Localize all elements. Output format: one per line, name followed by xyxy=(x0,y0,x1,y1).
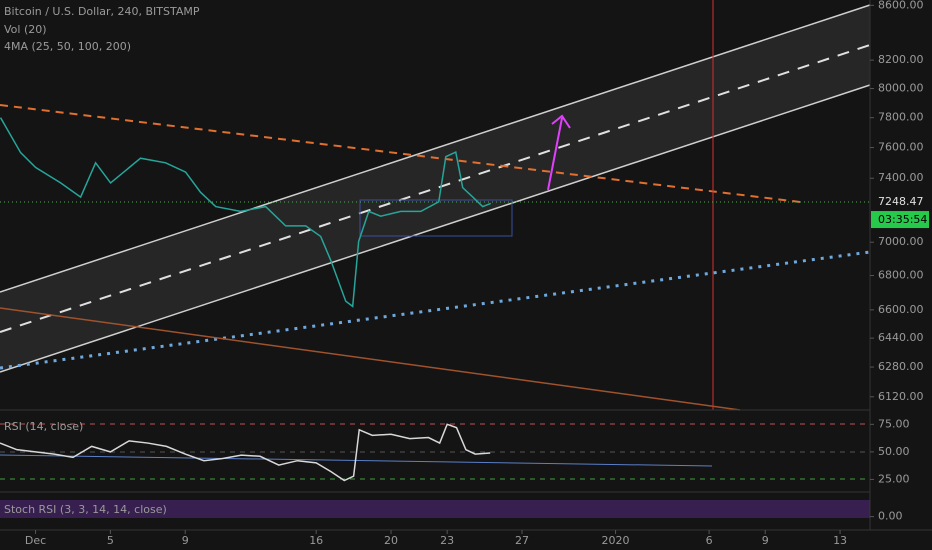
channel-bottom xyxy=(0,84,871,373)
x-tick-label: 6 xyxy=(706,534,713,547)
price-line xyxy=(0,117,492,308)
range-box xyxy=(359,199,513,237)
channel-top xyxy=(0,4,871,293)
y-tick-label: 6280.00 xyxy=(878,360,924,373)
x-tick-label: 16 xyxy=(309,534,323,547)
y-tick-label: 6120.00 xyxy=(878,390,924,403)
y-tick-label: 6440.00 xyxy=(878,331,924,344)
chart-title: Bitcoin / U.S. Dollar, 240, BITSTAMP xyxy=(4,5,200,18)
channel xyxy=(0,5,870,372)
y-tick-label: 8600.00 xyxy=(878,0,924,11)
y-tick-label: 7800.00 xyxy=(878,111,924,124)
x-tick-label: Dec xyxy=(25,534,46,547)
last-price-label: 7248.47 xyxy=(878,195,924,208)
y-tick-label: 50.00 xyxy=(878,445,910,458)
down-trend xyxy=(0,307,741,411)
y-tick-label: 6600.00 xyxy=(878,303,924,316)
countdown-tag xyxy=(871,211,929,229)
arrow xyxy=(547,114,571,191)
y-tick-label: 75.00 xyxy=(878,417,910,430)
stoch-title: Stoch RSI (3, 3, 14, 14, close) xyxy=(4,503,167,516)
y-tick-label: 25.00 xyxy=(878,472,910,485)
indicator-label: 4MA (25, 50, 100, 200) xyxy=(4,40,131,53)
y-tick-label: 7400.00 xyxy=(878,171,924,184)
y-tick-label: 7000.00 xyxy=(878,235,924,248)
stoch-band xyxy=(0,500,870,518)
x-tick-label: 2020 xyxy=(602,534,630,547)
y-tick-label: 6800.00 xyxy=(878,269,924,282)
rsi-title: RSI (14, close) xyxy=(4,420,83,433)
x-tick-label: 27 xyxy=(515,534,529,547)
support-line xyxy=(0,250,871,370)
y-tick-label: 8000.00 xyxy=(878,82,924,95)
indicator-label: Vol (20) xyxy=(4,23,47,36)
channel-mid xyxy=(0,44,871,333)
x-tick-label: 5 xyxy=(107,534,114,547)
x-tick-label: 20 xyxy=(384,534,398,547)
countdown: 03:35:54 xyxy=(878,213,927,226)
y-tick-label: 7600.00 xyxy=(878,141,924,154)
y-tick-label: 0.00 xyxy=(878,510,903,523)
x-tick-label: 9 xyxy=(182,534,189,547)
price-line xyxy=(0,423,491,482)
last-price-tag xyxy=(871,193,929,212)
y-tick-label: 8200.00 xyxy=(878,53,924,66)
x-tick-label: 23 xyxy=(440,534,454,547)
x-tick-label: 13 xyxy=(833,534,847,547)
x-tick-label: 9 xyxy=(762,534,769,547)
